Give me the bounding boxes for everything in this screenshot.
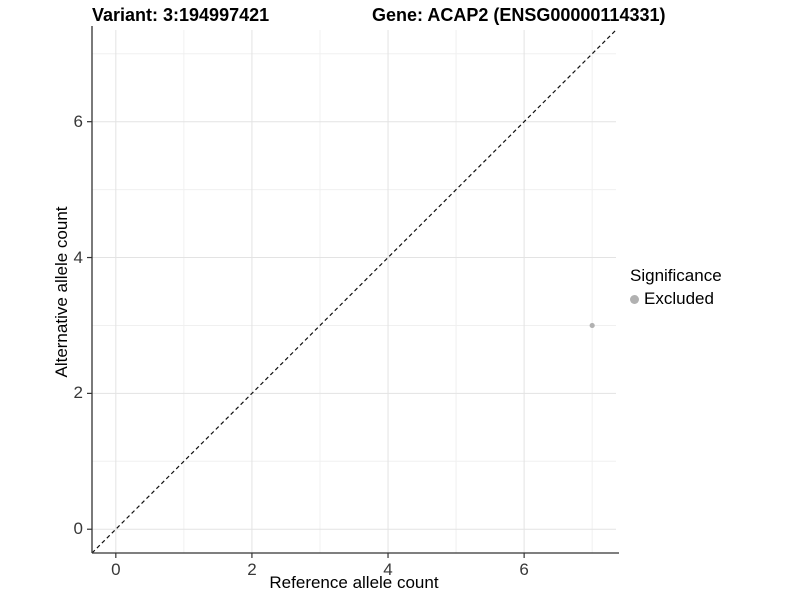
data-point — [589, 322, 595, 329]
x-tick-label: 2 — [247, 560, 257, 579]
x-axis-label: Reference allele count — [269, 573, 439, 592]
plot-title-gene: Gene: ACAP2 (ENSG00000114331) — [372, 5, 666, 25]
y-tick-label: 2 — [73, 383, 83, 403]
legend-key-dot-icon — [630, 294, 639, 304]
legend: Significance Excluded — [630, 266, 722, 309]
x-tick-label: 4 — [383, 560, 393, 579]
y-tick-label: 4 — [73, 247, 83, 267]
x-tick-label: 0 — [111, 560, 121, 579]
legend-title: Significance — [630, 266, 722, 285]
x-tick-label: 6 — [519, 560, 529, 579]
y-tick-label: 0 — [73, 519, 83, 539]
legend-entry-label: Excluded — [644, 289, 714, 308]
identity-reference-line — [91, 29, 617, 554]
y-axis-label: Alternative allele count — [52, 206, 71, 378]
y-tick-label: 6 — [73, 111, 83, 131]
legend-entry-excluded: Excluded — [630, 289, 722, 309]
plot-title-variant: Variant: 3:194997421 — [92, 5, 270, 25]
